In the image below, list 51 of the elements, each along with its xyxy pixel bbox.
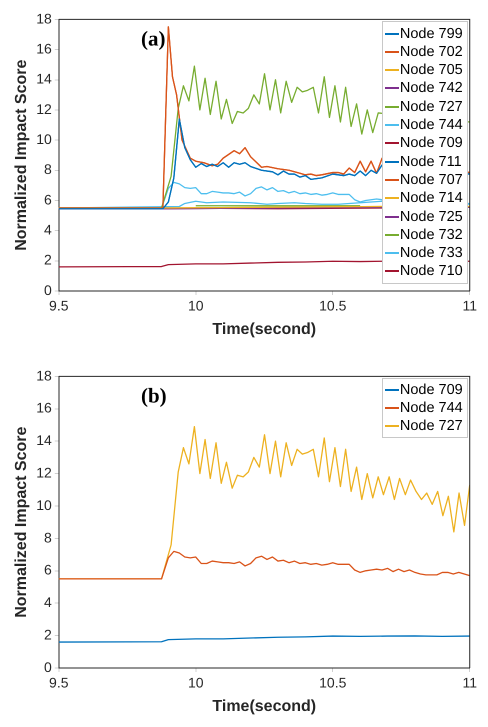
legend-label: Node 732 [400, 226, 463, 243]
x-tick-label: 10.5 [319, 297, 347, 314]
y-tick-label: 16 [36, 400, 52, 416]
y-tick-label: 18 [36, 10, 52, 26]
y-tick-label: 8 [44, 161, 52, 178]
y-tick-label: 12 [36, 100, 52, 117]
y-tick-label: 6 [44, 562, 52, 578]
y-tick-label: 10 [36, 130, 52, 147]
y-tick-label: 0 [44, 282, 52, 298]
legend-label: Node 725 [400, 208, 463, 224]
legend-label: Node 710 [400, 263, 463, 280]
y-tick-label: 10 [36, 496, 52, 513]
chart-title: (a) [140, 26, 166, 50]
y-axis-title: Normalized Impact Score [13, 426, 30, 618]
legend-label: Node 711 [400, 154, 462, 170]
legend-label: Node 744 [400, 117, 463, 134]
legend-label: Node 742 [400, 80, 463, 96]
y-tick-label: 6 [44, 191, 52, 208]
y-tick-label: 16 [36, 40, 52, 56]
x-tick-label: 11 [462, 297, 478, 314]
x-tick-label: 10 [188, 674, 204, 690]
x-tick-label: 9.5 [49, 674, 69, 690]
y-tick-label: 12 [36, 464, 52, 480]
y-tick-label: 2 [44, 252, 52, 268]
legend-label: Node 727 [400, 98, 463, 115]
x-axis-title: Time(second) [212, 698, 316, 715]
x-tick-label: 10 [188, 297, 204, 314]
x-tick-label: 9.5 [49, 297, 69, 314]
legend-label: Node 709 [400, 382, 463, 398]
legend-label: Node 733 [400, 245, 463, 262]
legend-label: Node 727 [400, 418, 463, 434]
y-axis-title: Normalized Impact Score [13, 60, 30, 251]
x-tick-label: 11 [462, 674, 478, 690]
y-tick-label: 4 [44, 222, 52, 238]
legend-label: Node 714 [400, 190, 463, 206]
y-tick-label: 14 [36, 432, 52, 448]
y-tick-label: 2 [44, 626, 52, 642]
legend-label: Node 702 [400, 44, 463, 60]
legend-label: Node 705 [400, 62, 463, 78]
x-tick-label: 10.5 [319, 674, 347, 690]
y-tick-label: 14 [36, 70, 52, 87]
x-axis-title: Time(second) [212, 320, 316, 338]
y-tick-label: 0 [44, 658, 52, 675]
y-tick-label: 4 [44, 594, 52, 610]
y-tick-label: 8 [44, 529, 52, 546]
legend-label: Node 744 [400, 400, 463, 416]
legend-label: Node 707 [400, 172, 463, 188]
legend-label: Node 799 [400, 26, 463, 42]
chart-title: (b) [140, 383, 167, 408]
y-tick-label: 18 [36, 367, 52, 384]
legend-label: Node 709 [400, 135, 463, 152]
